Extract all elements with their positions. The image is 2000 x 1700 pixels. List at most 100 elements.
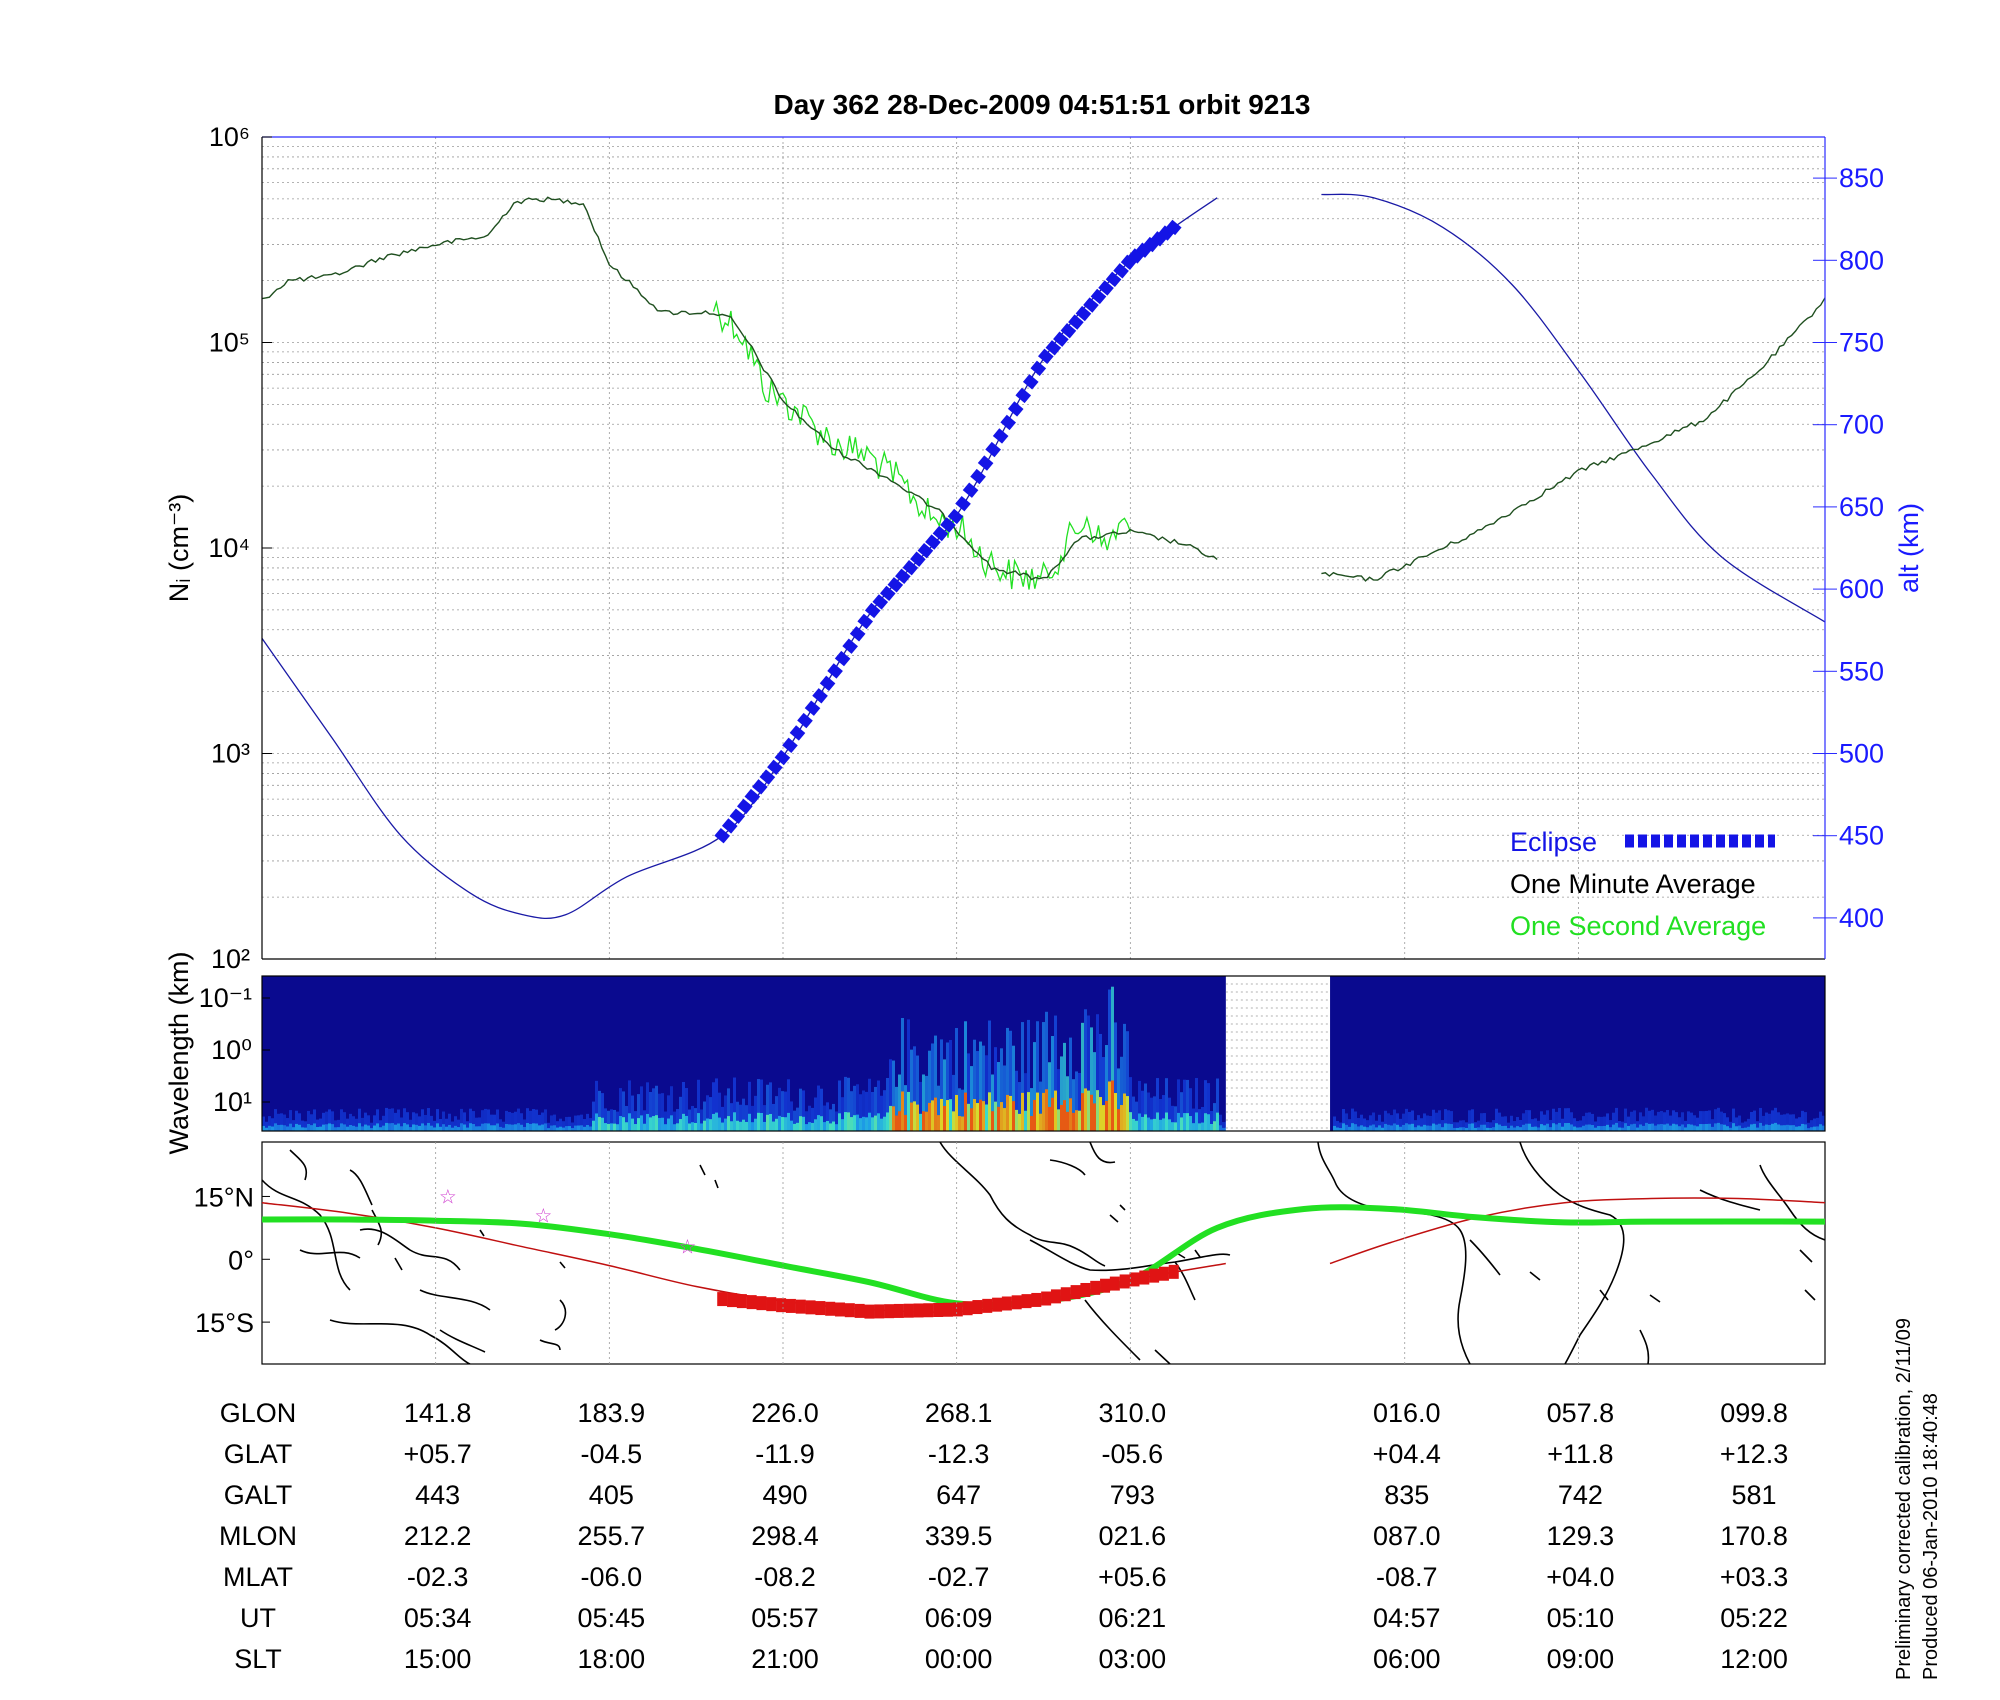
spectrogram-cell-high <box>1456 1127 1459 1131</box>
spectrogram-cell-high <box>1678 1126 1681 1131</box>
spectrogram-cell-high <box>1348 1126 1351 1131</box>
spectrogram-cell-high <box>1333 1125 1336 1131</box>
spectrogram-cell <box>1714 1109 1717 1131</box>
spectrogram-cell <box>262 1116 265 1131</box>
spectrogram-cell-high <box>511 1124 514 1131</box>
spectrogram-cell <box>361 1117 364 1131</box>
spectrogram-cell <box>706 1095 709 1131</box>
spectrogram-cell <box>1618 1121 1621 1131</box>
table-cell: 06:21 <box>1099 1603 1167 1633</box>
spectrogram-cell <box>1783 1114 1786 1131</box>
spectrogram-cell <box>1012 1045 1015 1131</box>
spectrogram-cell <box>1456 1122 1459 1131</box>
spectrogram-cell-high <box>487 1123 490 1131</box>
spectrogram-cell <box>1483 1113 1486 1131</box>
spectrogram-cell-high <box>1582 1125 1585 1131</box>
spectrogram-cell <box>283 1114 286 1131</box>
spectrogram-cell <box>1096 1014 1099 1131</box>
spectrogram-cell-high <box>445 1126 448 1131</box>
spectrogram-cell-high <box>721 1122 724 1131</box>
spectrogram-cell <box>1786 1113 1789 1131</box>
spectrogram-cell-high <box>892 1106 895 1131</box>
spectrogram-cell-high <box>1153 1118 1156 1131</box>
table-cell: 05:57 <box>751 1603 819 1633</box>
eclipse-mark <box>842 638 858 654</box>
density-y-label: Nᵢ (cm⁻³) <box>164 494 194 602</box>
spectrogram-cell <box>871 1091 874 1131</box>
spectrogram-cell <box>1609 1120 1612 1131</box>
eclipse-mark <box>774 749 791 766</box>
spectrogram-cell <box>883 1090 886 1131</box>
spectrogram-cell <box>265 1121 268 1131</box>
spectrogram-cell-high <box>1501 1125 1504 1131</box>
spectrogram-cell-high <box>475 1126 478 1131</box>
spectrogram-cell-high <box>370 1128 373 1131</box>
spectrogram-cell-high <box>1750 1124 1753 1131</box>
spectrogram-cell <box>1486 1121 1489 1131</box>
density-y-tick-label: 10² <box>211 944 250 974</box>
spectrogram-cell <box>1489 1122 1492 1131</box>
spectrogram-cell-high <box>532 1123 535 1131</box>
spectrogram-cell-high <box>526 1123 529 1131</box>
spectrogram-cell <box>610 1109 613 1131</box>
table-cell: 03:00 <box>1099 1644 1167 1674</box>
spectrogram-cell <box>535 1109 538 1131</box>
spectrogram-cell <box>1513 1121 1516 1131</box>
spectrogram-cell-high <box>1567 1122 1570 1131</box>
altitude-line <box>1321 193 1825 623</box>
spectrogram-cell-high <box>367 1125 370 1131</box>
spectrogram-cell <box>982 1045 985 1131</box>
spectrogram-cell <box>637 1094 640 1131</box>
eclipse-mark <box>1022 374 1039 390</box>
spectrogram-cell <box>1009 1030 1012 1131</box>
spectrogram-cell-high <box>481 1123 484 1131</box>
spectrogram-cell <box>730 1103 733 1131</box>
spectrogram-cell <box>322 1112 325 1131</box>
eclipse-ground-mark <box>766 1297 777 1312</box>
spectrogram-cell-high <box>1486 1127 1489 1131</box>
spectrogram-cell-high <box>931 1100 934 1131</box>
spectrogram-cell-high <box>1183 1113 1186 1131</box>
spectrogram-cell-high <box>1450 1124 1453 1131</box>
spectrogram-cell-high <box>535 1123 538 1131</box>
table-cell: 405 <box>589 1480 634 1510</box>
spectrogram-cell-high <box>1213 1121 1216 1131</box>
spectrogram-cell <box>367 1115 370 1131</box>
table-cell: 15:00 <box>404 1644 472 1674</box>
spectrogram-cell <box>922 1074 925 1131</box>
spectrogram-cell <box>1342 1108 1345 1131</box>
spectrogram-cell <box>1354 1111 1357 1131</box>
spectrogram-cell <box>529 1110 532 1131</box>
spectrogram-cell <box>1408 1111 1411 1131</box>
spectrogram-cell <box>634 1111 637 1131</box>
spectrogram-cell <box>1606 1113 1609 1131</box>
spectrogram-cell-high <box>727 1116 730 1131</box>
spectrogram-cell <box>919 1081 922 1131</box>
spectrogram-cell-high <box>1072 1112 1075 1131</box>
spectrogram-cell <box>1426 1115 1429 1131</box>
eclipse-mark <box>752 779 768 795</box>
spectrogram-cell <box>436 1109 439 1131</box>
spectrogram-cell <box>1045 1011 1048 1131</box>
spectrogram-cell <box>1462 1120 1465 1131</box>
eclipse-mark <box>1105 271 1122 288</box>
spectrogram-cell <box>727 1088 730 1131</box>
spectrogram-cell-high <box>1192 1123 1195 1131</box>
spectrogram-cell-high <box>577 1125 580 1131</box>
spectrogram-cell <box>1504 1116 1507 1131</box>
spectrogram-cell <box>1447 1110 1450 1131</box>
spectrogram-cell-high <box>1609 1127 1612 1131</box>
spectrogram-cell-high <box>934 1097 937 1131</box>
spectrogram-cell <box>673 1111 676 1131</box>
spectrogram-cell-high <box>730 1121 733 1131</box>
eclipse-ground-mark <box>776 1298 787 1313</box>
spectrogram-cell <box>268 1116 271 1131</box>
eclipse-ground-mark <box>1050 1289 1061 1304</box>
eclipse-ground-mark <box>746 1295 757 1310</box>
spectrogram-cell <box>976 1051 979 1131</box>
spectrogram-cell <box>352 1116 355 1131</box>
spectrogram-cell <box>736 1101 739 1131</box>
spectrogram-cell-high <box>640 1115 643 1131</box>
spectrogram-cell-high <box>406 1124 409 1131</box>
spectrogram-cell-high <box>364 1124 367 1131</box>
